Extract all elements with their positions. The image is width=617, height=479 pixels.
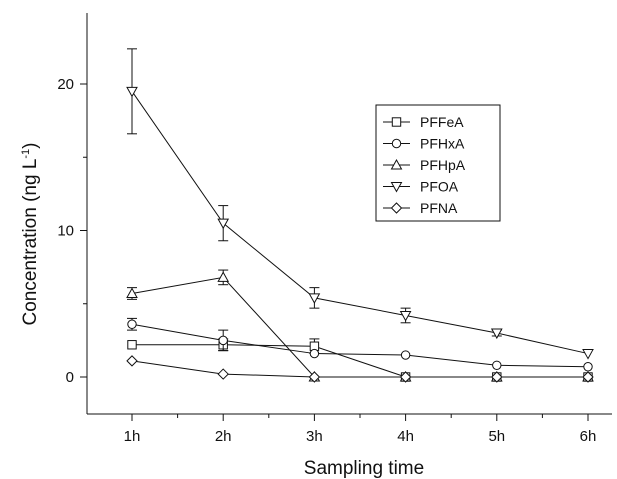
data-point — [399, 310, 412, 322]
data-point — [308, 371, 321, 383]
series-line — [131, 91, 589, 355]
plot-area — [86, 13, 612, 415]
y-tick-label: 20 — [57, 76, 74, 93]
y-axis-title-superscript: -1 — [20, 149, 32, 159]
data-point — [582, 371, 594, 383]
data-point — [490, 328, 503, 340]
x-axis-ticks: 1h 2h 3h 4h 5h 6h — [124, 414, 597, 445]
data-point — [126, 86, 138, 98]
legend-label: PFNA — [420, 200, 458, 216]
series-line — [132, 344, 588, 378]
legend-swatch-marker — [390, 182, 403, 193]
legend-entry: PFNA — [383, 200, 458, 216]
series-pfoa — [126, 48, 594, 360]
x-tick-label: 1h — [124, 428, 141, 445]
data-point — [400, 350, 411, 360]
y-axis-ticks: 0 10 20 — [57, 76, 87, 386]
legend-label: PFOA — [420, 179, 459, 195]
legend: PFFeA PFHxA PFHpA PFOA PFNA — [375, 104, 501, 222]
data-point — [126, 287, 138, 298]
data-point — [309, 348, 320, 359]
data-point — [492, 360, 502, 370]
x-tick-label: 3h — [306, 428, 323, 445]
legend-swatch-marker — [391, 117, 402, 127]
x-tick-label: 2h — [215, 428, 232, 445]
series-pfhpa — [126, 269, 594, 382]
y-axis-title: Concentration (ng L-1) — [20, 143, 41, 326]
series-pffea — [127, 338, 593, 382]
x-axis-title: Sampling time — [304, 458, 424, 479]
legend-label: PFHxA — [420, 136, 465, 152]
data-point — [583, 362, 593, 372]
series-line — [131, 323, 589, 368]
data-point — [217, 271, 230, 282]
y-axis-title-close: ) — [20, 143, 41, 149]
data-point — [582, 349, 594, 360]
data-point — [308, 293, 321, 304]
x-tick-label: 5h — [488, 428, 505, 445]
series-pfna — [126, 355, 594, 383]
legend-swatch-marker — [391, 138, 402, 149]
data-point — [127, 319, 137, 329]
y-tick-label: 10 — [57, 223, 74, 240]
x-tick-label: 6h — [580, 428, 597, 445]
data-point — [217, 218, 230, 230]
series-layer — [126, 48, 594, 383]
data-point — [217, 368, 229, 380]
data-point — [126, 355, 138, 367]
y-axis-title-main: Concentration (ng L — [20, 159, 41, 326]
series-pfhxa — [127, 317, 593, 372]
legend-entry: PFFeA — [383, 114, 464, 130]
legend-label: PFHpA — [420, 157, 466, 173]
legend-entry: PFHxA — [383, 136, 465, 152]
data-point — [491, 371, 503, 383]
legend-label: PFFeA — [420, 114, 464, 130]
legend-swatch-marker — [390, 158, 403, 170]
data-point — [218, 335, 228, 346]
data-point — [399, 371, 412, 383]
x-tick-label: 4h — [397, 428, 414, 445]
legend-entry: PFOA — [383, 179, 459, 195]
legend-swatch-marker — [390, 202, 403, 214]
series-line — [131, 360, 588, 378]
y-tick-label: 0 — [66, 369, 74, 386]
legend-entry: PFHpA — [383, 157, 466, 173]
data-point — [127, 340, 137, 350]
